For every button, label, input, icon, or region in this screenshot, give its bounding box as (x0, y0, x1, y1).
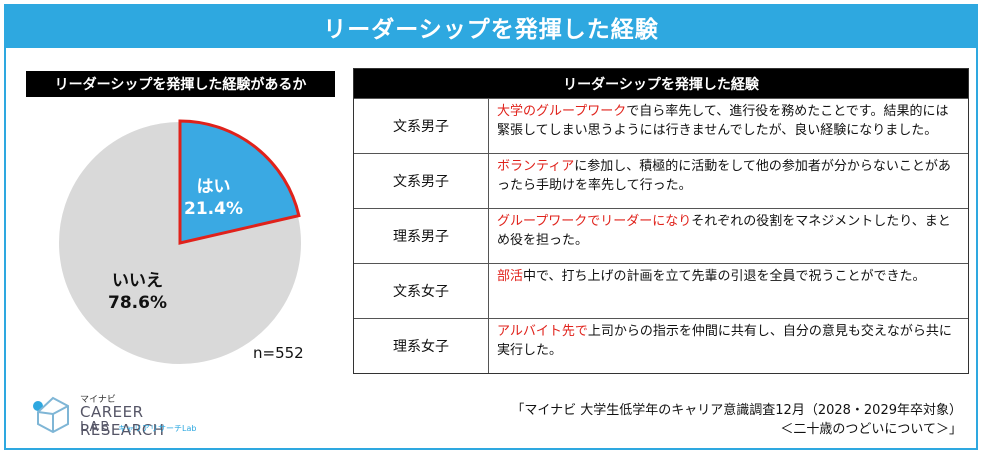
pie-chart-title: リーダーシップを発揮した経験があるか (26, 71, 335, 97)
lab-cube-icon (33, 396, 69, 434)
experience-table: リーダーシップを発揮した経験 文系男子 大学のグループワークで自ら率先して、進行役… (353, 68, 969, 374)
page-title: リーダーシップを発揮した経験 (323, 17, 659, 43)
page-header: リーダーシップを発揮した経験 (6, 6, 976, 48)
table-row: 文系女子 部活中で、打ち上げの計画を立て先輩の引退を全員で祝うことができた。 (354, 263, 968, 318)
row-highlight-text: 大学のグループワーク (497, 104, 627, 119)
pie-label-yes-name: はい (196, 177, 231, 197)
row-highlight-text: グループワークでリーダーになり (497, 214, 692, 229)
table-row: 理系男子 グループワークでリーダーになりそれぞれの役割をマネジメントしたり、まとめ… (354, 208, 968, 263)
row-category: 理系男子 (354, 209, 489, 263)
row-highlight-text: ボランティア (497, 159, 575, 174)
row-category: 理系女子 (354, 319, 489, 373)
row-category: 文系男子 (354, 154, 489, 208)
pie-chart (57, 119, 303, 366)
pie-label-no-name: いいえ (111, 271, 163, 291)
row-category: 文系女子 (354, 264, 489, 318)
row-text: アルバイト先で上司からの指示を仲間に共有し、自分の意見も交えながら共に実行した。 (489, 319, 968, 373)
source-note: 「マイナビ 大学生低学年のキャリア意識調査12月（2028・2029年卒対象） … (511, 401, 962, 439)
table-row: 文系男子 大学のグループワークで自ら率先して、進行役を務めたことです。結果的には緊… (354, 98, 968, 153)
logo-mynavi: マイナビ (80, 395, 116, 405)
row-rest-text: に参加し、積極的に活動をして他の参加者が分からないことがあったら手助けを率先して… (497, 159, 951, 193)
row-rest-text: 中で、打ち上げの計画を立て先輩の引退を全員で祝うことができた。 (523, 269, 926, 284)
logo-lab-kana: キャリアリサーチLab (118, 424, 197, 433)
table-title: リーダーシップを発揮した経験 (354, 69, 968, 98)
pie-label-yes: はい 21.4% (184, 176, 243, 220)
source-line-1: 「マイナビ 大学生低学年のキャリア意識調査12月（2028・2029年卒対象） (511, 403, 962, 418)
row-rest-text: 上司からの指示を仲間に共有し、自分の意見も交えながら共に実行した。 (497, 324, 952, 358)
row-text: 部活中で、打ち上げの計画を立て先輩の引退を全員で祝うことができた。 (489, 264, 968, 318)
outer-frame (4, 4, 978, 450)
row-rest-text: それぞれの役割をマネジメントしたり、まとめ役を担った。 (497, 214, 951, 248)
row-category: 文系男子 (354, 99, 489, 153)
row-highlight-text: アルバイト先で (497, 324, 588, 339)
pie-label-no-value: 78.6% (108, 293, 167, 313)
logo-lab: LAB (80, 420, 112, 435)
pie-label-no: いいえ 78.6% (108, 270, 167, 314)
row-text: グループワークでリーダーになりそれぞれの役割をマネジメントしたり、まとめ役を担っ… (489, 209, 968, 263)
sample-size-label: n=552 (253, 344, 304, 362)
row-rest-text: で自ら率先して、進行役を務めたことです。結果的には緊張してしまい思うようには行き… (497, 104, 949, 138)
career-research-lab-logo: マイナビ CAREER RESEARCH LAB キャリアリサーチLab (30, 392, 220, 439)
row-highlight-text: 部活 (497, 269, 524, 284)
row-text: 大学のグループワークで自ら率先して、進行役を務めたことです。結果的には緊張してし… (489, 99, 968, 153)
logo-career-research: CAREER RESEARCH (80, 403, 165, 439)
source-line-2: ＜二十歳のつどいについて＞」 (780, 422, 962, 437)
pie-label-yes-value: 21.4% (184, 199, 243, 219)
table-row: 文系男子 ボランティアに参加し、積極的に活動をして他の参加者が分からないことがあっ… (354, 153, 968, 208)
pie-slice-yes-outline (178, 119, 301, 245)
row-text: ボランティアに参加し、積極的に活動をして他の参加者が分からないことがあったら手助… (489, 154, 968, 208)
table-row: 理系女子 アルバイト先で上司からの指示を仲間に共有し、自分の意見も交えながら共に実… (354, 318, 968, 373)
